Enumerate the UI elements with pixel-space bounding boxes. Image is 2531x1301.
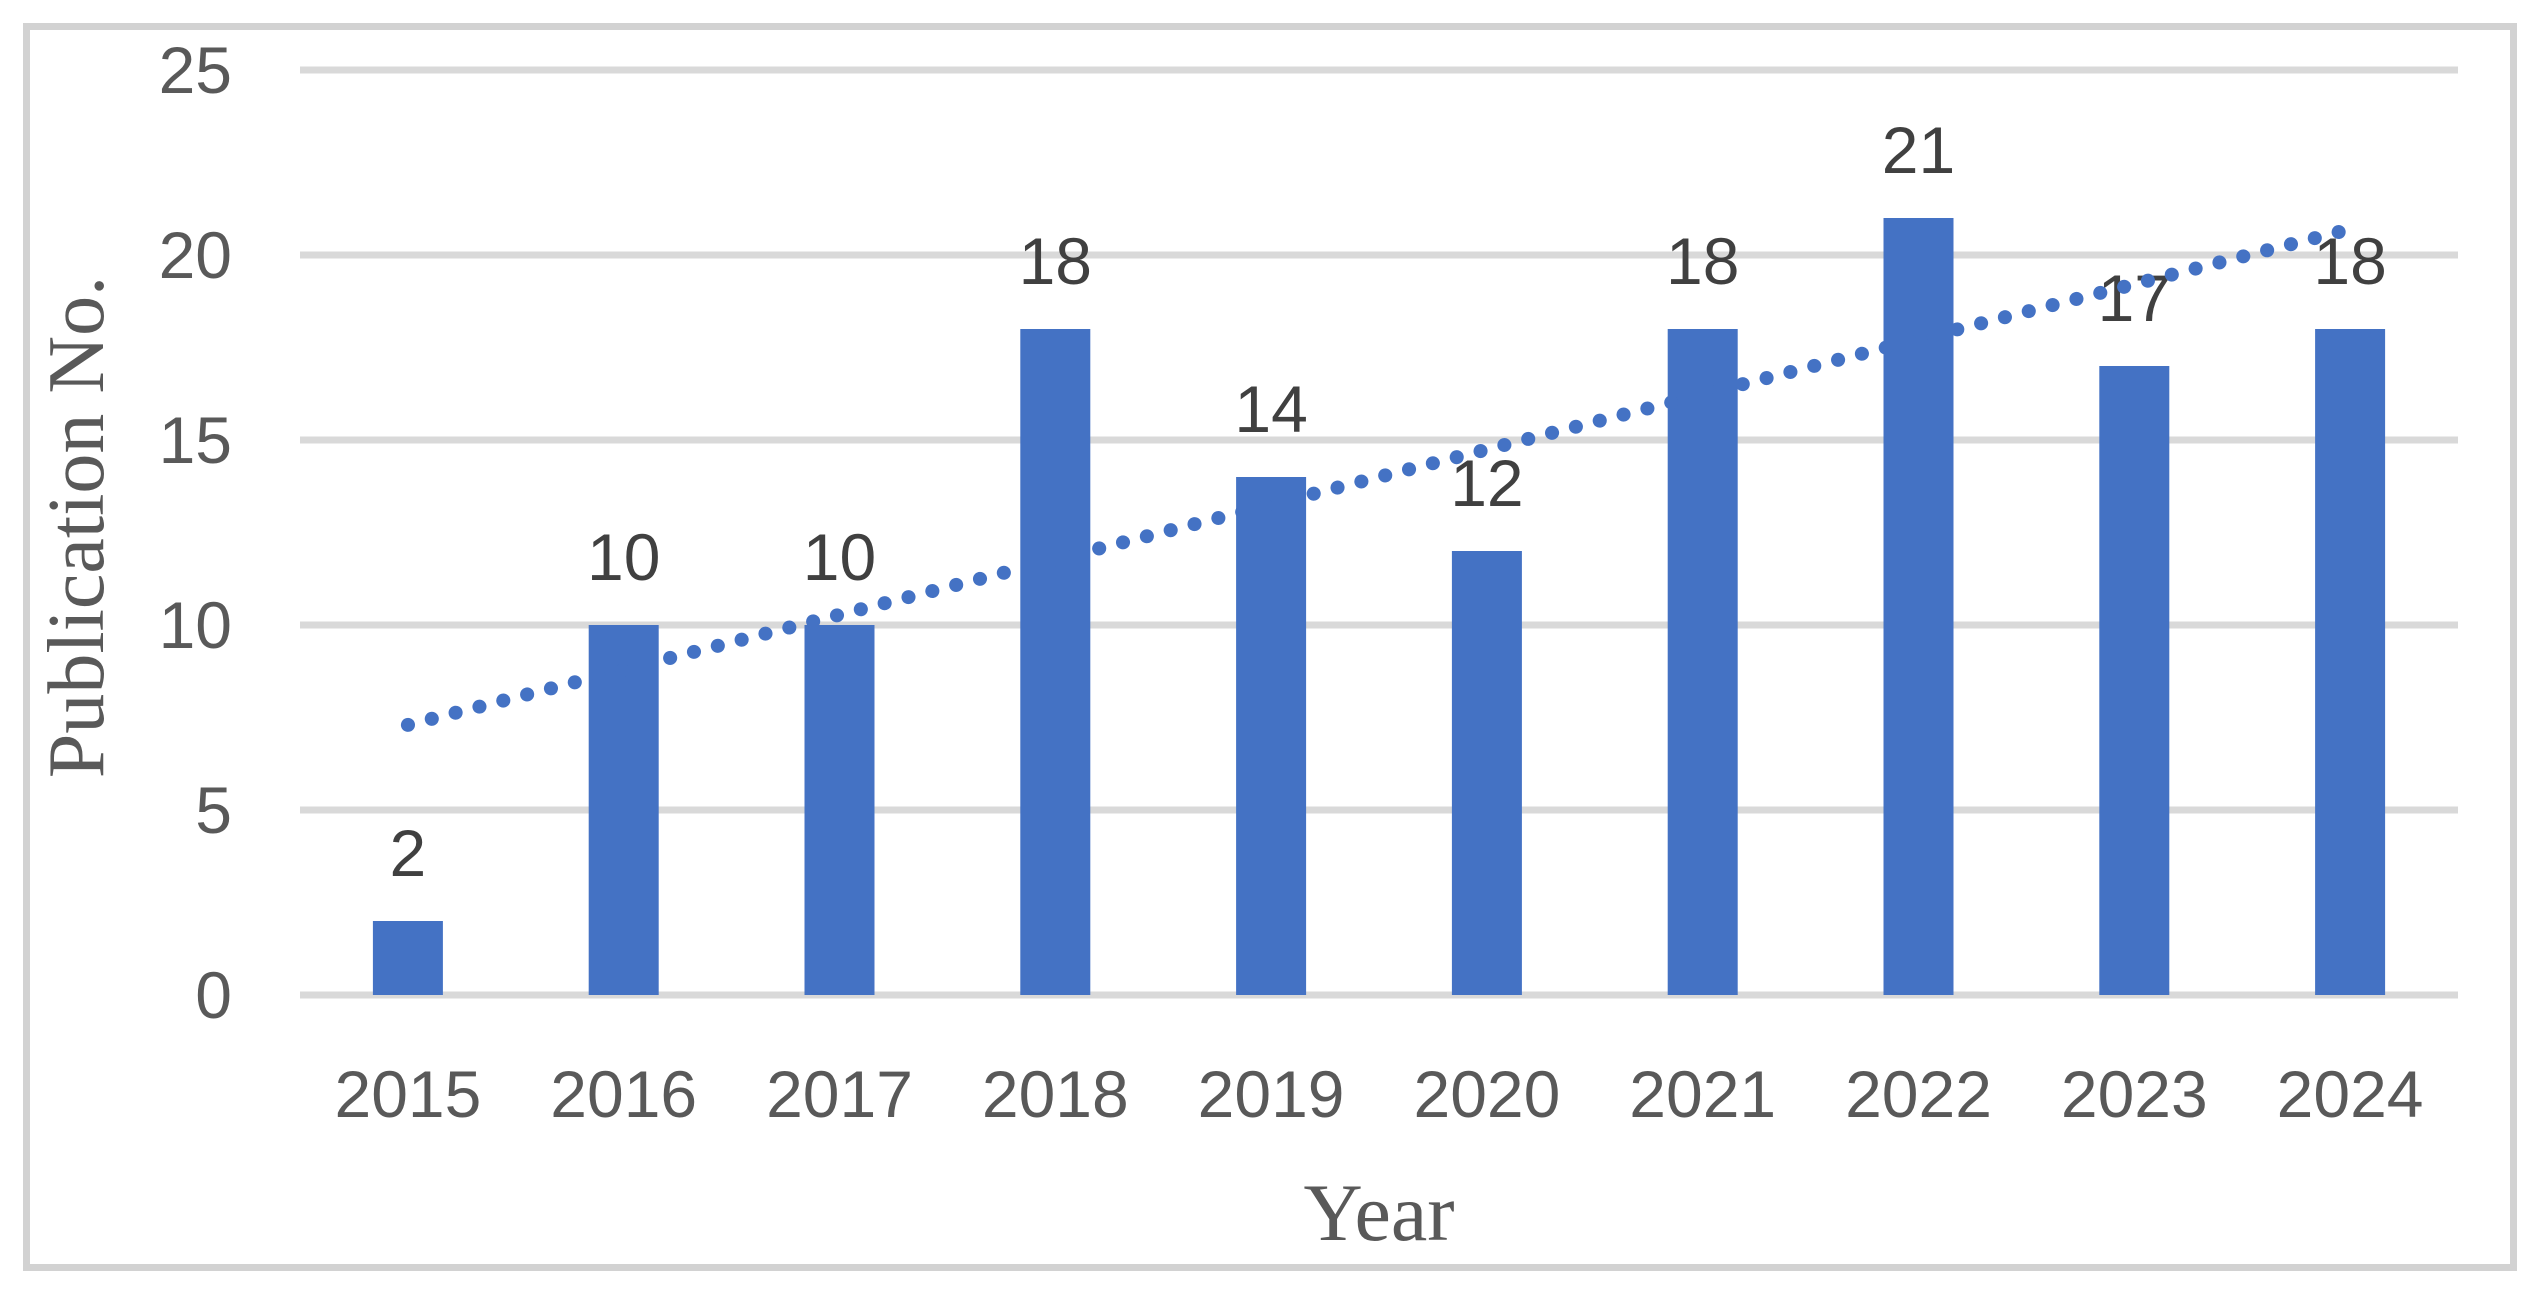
bar-2020 bbox=[1451, 551, 1522, 995]
x-tick-label-2016: 2016 bbox=[550, 1057, 697, 1131]
x-tick-label-2024: 2024 bbox=[2277, 1057, 2424, 1131]
data-label-2017: 10 bbox=[803, 520, 876, 594]
y-tick-label-0: 0 bbox=[195, 958, 232, 1032]
bar-2015 bbox=[372, 921, 443, 995]
x-tick-label-2018: 2018 bbox=[982, 1057, 1129, 1131]
bar-2016 bbox=[588, 625, 659, 995]
x-axis-title: Year bbox=[1303, 1167, 1454, 1258]
x-tick-label-2023: 2023 bbox=[2061, 1057, 2208, 1131]
bar-2019 bbox=[1236, 477, 1307, 995]
bar-2022 bbox=[1883, 218, 1954, 995]
x-tick-label-2019: 2019 bbox=[1198, 1057, 1345, 1131]
data-label-2024: 18 bbox=[2313, 224, 2386, 298]
bar-2024 bbox=[2315, 329, 2386, 995]
bar-2023 bbox=[2099, 366, 2170, 995]
bar-2017 bbox=[804, 625, 875, 995]
data-label-2018: 18 bbox=[1019, 224, 1092, 298]
x-tick-label-2017: 2017 bbox=[766, 1057, 913, 1131]
y-axis-title: Publication No. bbox=[33, 276, 121, 778]
y-tick-label-10: 10 bbox=[159, 588, 232, 662]
x-tick-label-2021: 2021 bbox=[1629, 1057, 1776, 1131]
data-label-2019: 14 bbox=[1234, 372, 1307, 446]
data-label-2015: 2 bbox=[390, 816, 427, 890]
trendline bbox=[400, 222, 2358, 732]
y-tick-label-5: 5 bbox=[195, 773, 232, 847]
data-label-2023: 17 bbox=[2098, 261, 2171, 335]
x-tick-label-2015: 2015 bbox=[334, 1057, 481, 1131]
x-tick-label-2020: 2020 bbox=[1413, 1057, 1560, 1131]
x-tick-label-2022: 2022 bbox=[1845, 1057, 1992, 1131]
bar-2021 bbox=[1667, 329, 1738, 995]
data-label-2021: 18 bbox=[1666, 224, 1739, 298]
data-label-2016: 10 bbox=[587, 520, 660, 594]
data-label-2022: 21 bbox=[1882, 113, 1955, 187]
y-tick-label-25: 25 bbox=[159, 33, 232, 107]
y-tick-label-20: 20 bbox=[159, 218, 232, 292]
y-tick-label-15: 15 bbox=[159, 403, 232, 477]
bar-2018 bbox=[1020, 329, 1091, 995]
